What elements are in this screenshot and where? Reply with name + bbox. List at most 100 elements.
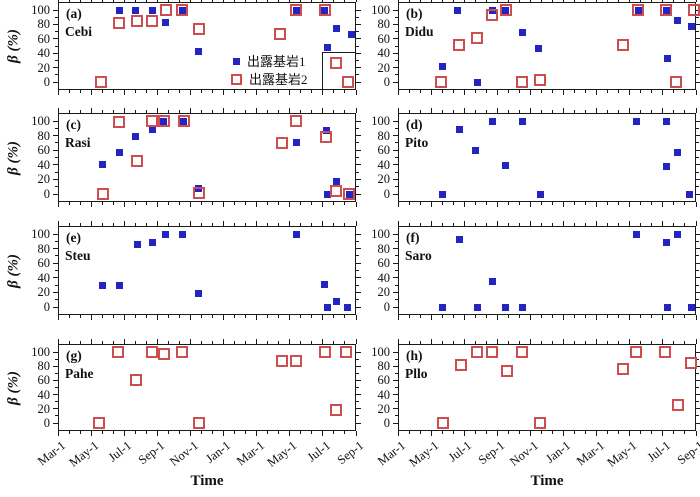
y-tick — [53, 38, 58, 40]
x-tick-label: Jan-1 — [203, 438, 234, 466]
x-tick — [695, 0, 697, 2]
x-tick — [79, 0, 81, 2]
data-point-bedrock1 — [454, 6, 462, 14]
data-point-bedrock2 — [131, 14, 144, 27]
x-tick — [300, 110, 302, 113]
x-tick — [629, 315, 631, 320]
data-point-bedrock2 — [471, 32, 484, 45]
x-tick — [640, 202, 642, 205]
x-tick — [419, 202, 421, 205]
y-tick — [55, 284, 58, 286]
x-tick — [212, 110, 214, 113]
y-tick — [356, 193, 361, 195]
x-tick — [134, 223, 136, 226]
y-tick — [393, 379, 398, 381]
y-tick — [393, 135, 398, 137]
y-tick — [356, 262, 361, 264]
x-tick — [355, 90, 357, 95]
x-tick — [101, 90, 103, 93]
data-point-bedrock2 — [330, 56, 343, 69]
y-tick — [356, 240, 359, 242]
x-tick — [673, 90, 675, 93]
x-tick — [574, 110, 576, 113]
subplot-site-label: Pito — [405, 135, 429, 150]
data-point-bedrock2 — [499, 4, 512, 16]
x-tick-label: Mar-1 — [34, 438, 69, 469]
y-tick — [356, 67, 361, 69]
x-tick — [344, 90, 346, 93]
x-tick — [223, 431, 225, 436]
y-tick — [53, 379, 58, 381]
y-tick — [696, 59, 699, 61]
x-tick — [300, 223, 302, 226]
x-tick — [463, 431, 465, 436]
x-tick — [607, 431, 609, 434]
x-tick — [57, 339, 59, 344]
x-tick — [618, 315, 620, 318]
y-tick — [395, 171, 398, 173]
x-tick-label: Mar-1 — [233, 438, 267, 469]
subplot-site-label: Rasi — [65, 135, 91, 150]
data-point-bedrock1 — [687, 23, 695, 31]
data-point-bedrock1 — [292, 139, 300, 147]
y-tick — [53, 248, 58, 250]
y-tick — [395, 240, 398, 242]
x-tick — [167, 110, 169, 113]
x-tick-label: Mar-1 — [374, 438, 409, 469]
y-tick — [393, 23, 398, 25]
x-tick — [695, 315, 697, 320]
y-tick — [356, 149, 361, 151]
data-point-bedrock1 — [148, 6, 156, 14]
y-tick — [356, 299, 359, 301]
x-tick — [267, 0, 269, 2]
x-tick — [496, 431, 498, 436]
x-tick — [607, 223, 609, 226]
y-tick — [53, 178, 58, 180]
data-point-bedrock2 — [131, 155, 144, 168]
x-tick — [463, 108, 465, 113]
subplot-frame-f — [398, 226, 696, 315]
x-tick — [68, 202, 70, 205]
x-tick — [452, 315, 454, 318]
x-tick — [397, 108, 399, 113]
x-tick — [397, 0, 399, 2]
x-tick — [529, 339, 531, 344]
x-tick-label: Sep-1 — [135, 438, 168, 468]
y-tick — [696, 408, 700, 410]
x-tick — [68, 90, 70, 93]
y-tick — [356, 306, 361, 308]
x-tick — [57, 221, 59, 226]
x-tick — [57, 315, 59, 320]
data-point-bedrock1 — [162, 230, 170, 238]
x-tick — [507, 223, 509, 226]
x-tick — [189, 90, 191, 95]
x-tick — [430, 221, 432, 226]
x-tick — [278, 90, 280, 93]
x-tick — [79, 202, 81, 205]
x-tick — [178, 110, 180, 113]
y-tick — [55, 186, 58, 188]
x-tick — [452, 90, 454, 93]
data-point-bedrock1 — [664, 55, 672, 63]
data-point-bedrock1 — [162, 19, 170, 27]
y-tick — [53, 394, 58, 396]
x-tick — [607, 202, 609, 205]
x-tick — [507, 341, 509, 344]
x-tick — [662, 339, 664, 344]
legend-label: 出露基岩1 — [247, 54, 306, 69]
x-tick-label: May-1 — [66, 438, 102, 470]
x-tick — [441, 341, 443, 344]
y-tick — [356, 16, 359, 18]
x-tick — [156, 90, 158, 95]
x-tick — [684, 223, 686, 226]
data-point-bedrock2 — [435, 76, 448, 88]
x-tick — [278, 0, 280, 2]
x-tick — [344, 223, 346, 226]
x-tick — [212, 341, 214, 344]
data-point-bedrock2 — [658, 346, 671, 358]
x-tick — [496, 221, 498, 226]
x-tick — [123, 90, 125, 95]
y-tick — [356, 178, 361, 180]
y-tick — [395, 284, 398, 286]
x-tick — [574, 90, 576, 93]
